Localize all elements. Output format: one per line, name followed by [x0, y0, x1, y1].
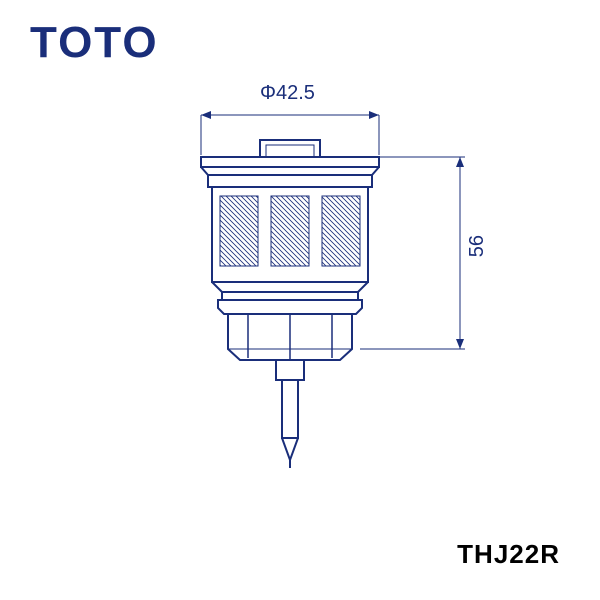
technical-diagram: Φ42.5 56 — [90, 100, 510, 520]
dimension-width-label: Φ42.5 — [260, 82, 315, 105]
dim-width-group — [201, 111, 379, 155]
dim-height-group — [360, 157, 465, 349]
brand-logo: TOTO — [30, 18, 159, 68]
valve-body — [201, 140, 379, 468]
dimension-height-label: 56 — [466, 235, 489, 257]
model-number: THJ22R — [457, 539, 560, 570]
